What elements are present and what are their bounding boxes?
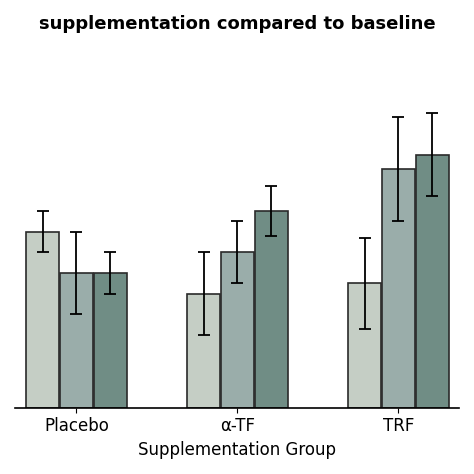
Bar	[27, 231, 59, 408]
X-axis label: Supplementation Group: Supplementation Group	[138, 441, 336, 459]
Bar	[60, 273, 93, 408]
Bar	[187, 294, 220, 408]
Bar	[255, 211, 288, 408]
Title: supplementation compared to baseline: supplementation compared to baseline	[39, 15, 435, 33]
Bar	[382, 169, 415, 408]
Bar	[94, 273, 127, 408]
Bar	[416, 155, 448, 408]
Bar	[221, 252, 254, 408]
Bar	[348, 283, 381, 408]
